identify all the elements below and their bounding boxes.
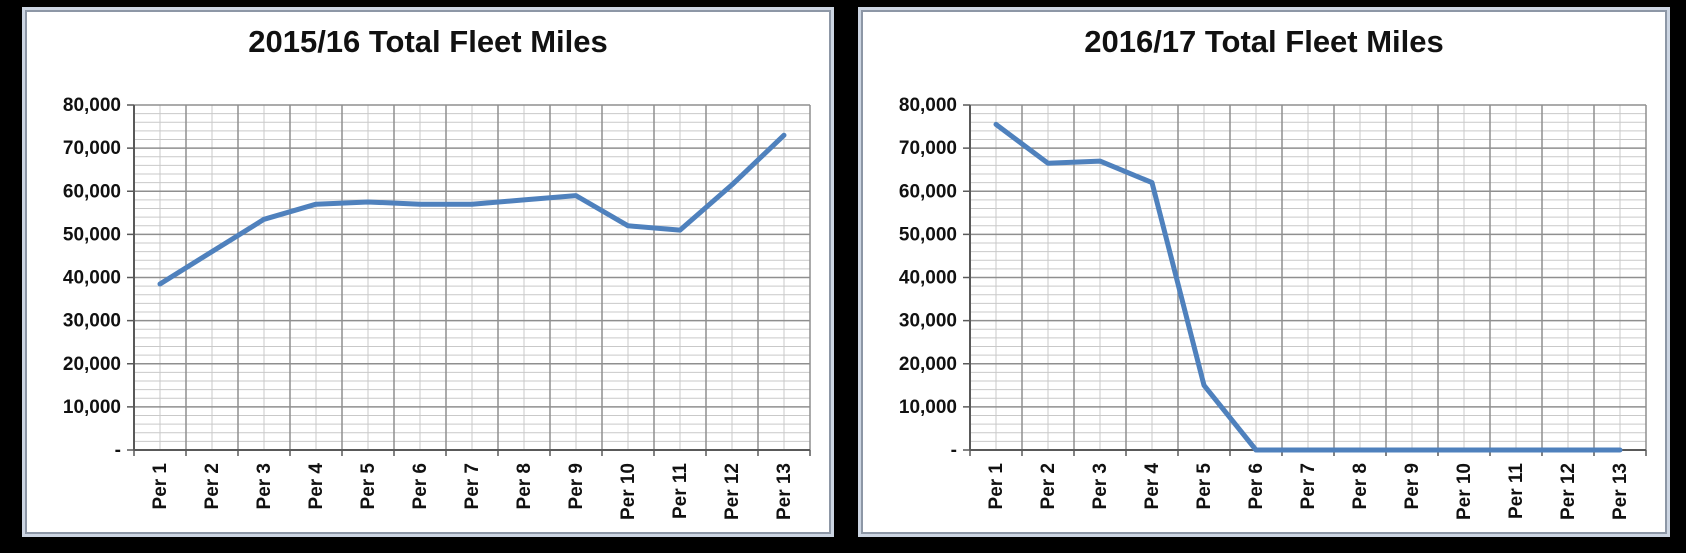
x-axis-label: Per 1 bbox=[150, 463, 171, 510]
y-axis-label: 50,000 bbox=[899, 224, 957, 245]
y-axis-label: 70,000 bbox=[899, 138, 957, 159]
y-axis-label: - bbox=[115, 440, 121, 461]
x-axis-label: Per 9 bbox=[1402, 463, 1423, 509]
series-line bbox=[993, 121, 1623, 453]
x-axis-label: Per 5 bbox=[358, 463, 379, 510]
y-axis-label: 40,000 bbox=[899, 268, 957, 289]
y-axis-label: 30,000 bbox=[899, 311, 957, 332]
x-axis-label: Per 5 bbox=[1194, 463, 1215, 510]
x-axis-label: Per 10 bbox=[1454, 463, 1475, 520]
chart-title: 2016/17 Total Fleet Miles bbox=[1084, 24, 1444, 59]
x-axis-label: Per 7 bbox=[1298, 463, 1319, 509]
y-axis-label: 10,000 bbox=[63, 397, 121, 418]
series-line bbox=[157, 132, 787, 287]
x-axis-label: Per 3 bbox=[1090, 463, 1111, 509]
x-axis-label: Per 10 bbox=[618, 463, 639, 520]
x-axis-label: Per 4 bbox=[306, 463, 327, 510]
chart-panel-2015-16: 2015/16 Total Fleet Miles 80,000 70,000 60… bbox=[22, 7, 834, 537]
chart-plot: 80,000 70,000 60,000 50,000 40,000 30,000 20,0… bbox=[899, 95, 1647, 520]
x-axis-label: Per 8 bbox=[514, 463, 535, 509]
x-axis-label: Per 1 bbox=[986, 463, 1007, 510]
y-axis-label: 20,000 bbox=[63, 354, 121, 375]
x-axis-label: Per 4 bbox=[1142, 463, 1163, 510]
x-axis-label: Per 13 bbox=[1610, 463, 1631, 520]
y-axis-label: 30,000 bbox=[63, 311, 121, 332]
y-axis-label: 60,000 bbox=[63, 181, 121, 202]
y-axis-label: 20,000 bbox=[899, 354, 957, 375]
x-axis-label: Per 2 bbox=[202, 463, 223, 509]
y-axis-label: 50,000 bbox=[63, 224, 121, 245]
x-axis-label: Per 2 bbox=[1038, 463, 1059, 509]
y-axis-label: - bbox=[951, 440, 957, 461]
chart-plot: 80,000 70,000 60,000 50,000 40,000 30,000 20,0… bbox=[63, 95, 811, 520]
x-axis-label: Per 3 bbox=[254, 463, 275, 509]
x-axis-label: Per 6 bbox=[1246, 463, 1267, 509]
x-axis-label: Per 12 bbox=[1558, 463, 1579, 520]
y-axis-label: 80,000 bbox=[63, 95, 121, 116]
chart-title: 2015/16 Total Fleet Miles bbox=[248, 24, 608, 59]
y-axis-label: 60,000 bbox=[899, 181, 957, 202]
x-axis-label: Per 7 bbox=[462, 463, 483, 509]
x-axis-label: Per 8 bbox=[1350, 463, 1371, 509]
x-axis-label: Per 13 bbox=[774, 463, 795, 520]
x-axis-label: Per 11 bbox=[670, 463, 691, 519]
chart-panel-2016-17: 2016/17 Total Fleet Miles 80,000 70,000 60… bbox=[858, 7, 1670, 537]
y-axis-label: 80,000 bbox=[899, 95, 957, 116]
x-axis-label: Per 9 bbox=[566, 463, 587, 509]
y-axis-label: 70,000 bbox=[63, 138, 121, 159]
x-axis-label: Per 6 bbox=[410, 463, 431, 509]
y-axis-label: 40,000 bbox=[63, 268, 121, 289]
x-axis-label: Per 12 bbox=[722, 463, 743, 520]
x-axis-label: Per 11 bbox=[1506, 463, 1527, 519]
y-axis-label: 10,000 bbox=[899, 397, 957, 418]
